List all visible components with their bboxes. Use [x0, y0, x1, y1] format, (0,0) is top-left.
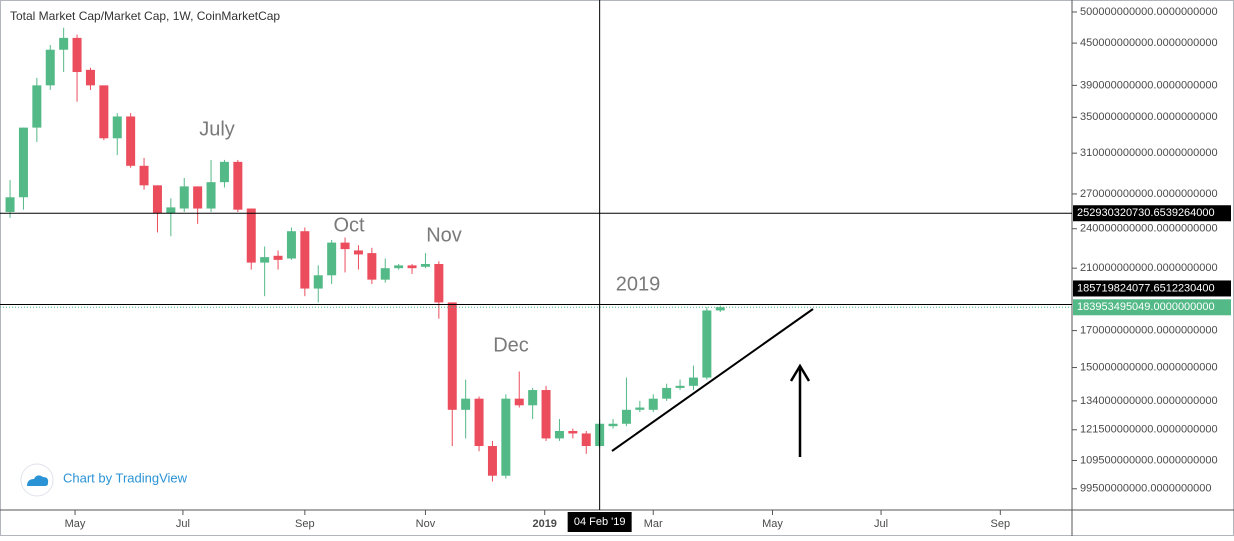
- annotation: Dec: [493, 334, 529, 356]
- candle-body: [648, 398, 658, 410]
- x-tick-label: Sep: [295, 518, 315, 530]
- candle-body: [353, 250, 363, 255]
- x-tick-label: Jul: [176, 518, 190, 530]
- candle-body: [193, 186, 203, 209]
- candle-body: [286, 231, 296, 259]
- y-tick-label: 390000000000.0000000000: [1080, 79, 1218, 91]
- x-tick-label: May: [762, 518, 783, 530]
- y-tick-label: 210000000000.0000000000: [1080, 262, 1218, 274]
- x-tick-label: Mar: [644, 518, 663, 530]
- candle-body: [152, 185, 162, 214]
- candle-body: [313, 275, 323, 289]
- candle-body: [45, 49, 55, 86]
- candle-body: [461, 398, 471, 410]
- candle-body: [380, 268, 390, 280]
- x-tick-label: May: [65, 518, 86, 530]
- crosshair-x-label: 04 Feb '19: [574, 516, 626, 528]
- candle-body: [662, 387, 672, 399]
- candle-body: [621, 409, 631, 424]
- candle-body: [635, 407, 645, 410]
- x-tick-label: 2019: [532, 518, 556, 530]
- candle-body: [179, 186, 189, 209]
- candle-body: [260, 257, 270, 263]
- price-line-label: 185719824077.6512230400: [1077, 282, 1215, 294]
- x-tick-label: Nov: [416, 518, 436, 530]
- candle-body: [139, 165, 149, 186]
- annotation: Nov: [426, 224, 462, 246]
- candle-body: [72, 37, 82, 73]
- logo-icon: [27, 475, 49, 486]
- branding-text: Chart by TradingView: [63, 470, 188, 485]
- y-tick-label: 99500000000.0000000000: [1080, 483, 1212, 495]
- crosshair-y-box: [1073, 205, 1231, 222]
- candle-body: [233, 161, 243, 210]
- candle-body: [420, 263, 430, 267]
- crosshair-x-box: [567, 512, 632, 532]
- candle-body: [434, 263, 444, 303]
- candle-body: [126, 116, 136, 166]
- candle-body: [18, 127, 28, 198]
- candle-body: [528, 390, 538, 406]
- candle-body: [5, 197, 15, 212]
- y-tick-label: 240000000000.0000000000: [1080, 223, 1218, 235]
- candle-body: [246, 208, 256, 263]
- x-tick-label: Jul: [874, 518, 888, 530]
- chart-title: Total Market Cap/Market Cap, 1W, CoinMar…: [10, 9, 280, 23]
- candle-body: [568, 430, 578, 434]
- candle-body: [688, 377, 698, 386]
- candle-body: [112, 116, 122, 139]
- candle-body: [581, 433, 591, 447]
- candle-body: [340, 242, 350, 250]
- candle-body: [474, 398, 484, 447]
- candle-body: [608, 423, 618, 427]
- candle-body: [85, 69, 95, 86]
- candle-body: [327, 242, 337, 276]
- candle-body: [554, 430, 564, 439]
- candle-body: [300, 231, 310, 289]
- y-tick-label: 134000000000.0000000000: [1080, 395, 1218, 407]
- candle-body: [206, 182, 216, 209]
- candle-body: [541, 390, 551, 439]
- candle-body: [99, 85, 109, 139]
- x-tick-label: Sep: [991, 518, 1011, 530]
- candle-body: [407, 265, 417, 269]
- y-tick-label: 350000000000.0000000000: [1080, 111, 1218, 123]
- candle-body: [32, 85, 42, 128]
- last-price-box: [1073, 299, 1231, 316]
- annotation: July: [199, 118, 235, 140]
- candle-body: [702, 310, 712, 378]
- candle-body: [166, 207, 176, 214]
- crosshair-y-label: 252930320730.6539264000: [1077, 207, 1215, 219]
- candle-body: [675, 385, 685, 388]
- annotation: 2019: [616, 273, 661, 295]
- candle-body: [59, 37, 69, 50]
- last-price-label: 183953495049.0000000000: [1077, 301, 1215, 313]
- y-tick-label: 170000000000.0000000000: [1080, 324, 1218, 336]
- trend-line: [611, 308, 814, 452]
- y-tick-label: 270000000000.0000000000: [1080, 188, 1218, 200]
- candle-body: [447, 302, 457, 410]
- branding[interactable]: Chart by TradingView: [20, 463, 188, 497]
- candle-body: [501, 398, 511, 476]
- candle-body: [219, 161, 229, 183]
- y-tick-label: 109500000000.0000000000: [1080, 454, 1218, 466]
- candle-body: [367, 253, 377, 280]
- y-tick-label: 121500000000.0000000000: [1080, 424, 1218, 436]
- arrow-head: [789, 363, 811, 382]
- candle-body: [394, 265, 404, 269]
- y-tick-label: 500000000000.0000000000: [1080, 6, 1218, 18]
- price-line-box: [1073, 280, 1231, 297]
- y-tick-label: 310000000000.0000000000: [1080, 147, 1218, 159]
- y-tick-label: 150000000000.0000000000: [1080, 361, 1218, 373]
- candle-body: [715, 307, 725, 311]
- y-tick-label: 450000000000.0000000000: [1080, 37, 1218, 49]
- candle-body: [487, 446, 497, 476]
- annotation: Oct: [333, 214, 365, 236]
- candle-body: [273, 255, 283, 260]
- candle-body: [514, 398, 524, 406]
